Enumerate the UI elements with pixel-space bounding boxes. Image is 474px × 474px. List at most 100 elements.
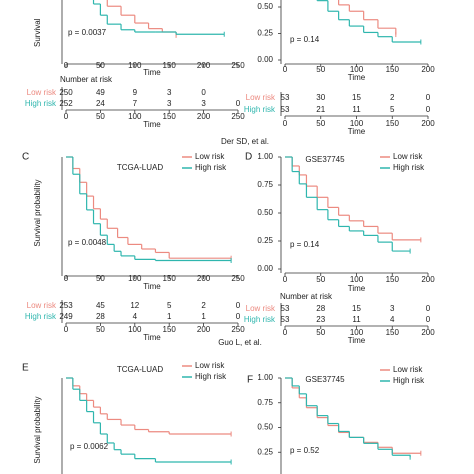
x-axis-label: Time	[348, 284, 366, 293]
risk-x-tick-label: 150	[386, 119, 400, 128]
risk-count: 0	[201, 88, 206, 97]
risk-row-name: High risk	[244, 105, 276, 114]
y-tick-label: 0.00	[257, 55, 273, 64]
risk-count: 3	[167, 99, 172, 108]
legend-label: Low risk	[195, 361, 225, 370]
risk-x-tick-label: 200	[421, 328, 435, 337]
risk-x-tick-label: 100	[350, 328, 364, 337]
y-tick-label: 0.25	[257, 447, 273, 456]
risk-count: 250	[59, 88, 73, 97]
risk-x-tick-label: 100	[350, 119, 364, 128]
risk-count: 0	[426, 315, 431, 324]
risk-x-label: Time	[143, 120, 161, 129]
risk-x-tick-label: 250	[231, 325, 245, 334]
risk-x-tick-label: 250	[231, 112, 245, 121]
risk-count: 21	[316, 105, 325, 114]
risk-x-tick-label: 0	[64, 112, 69, 121]
p-value: p = 0.14	[290, 35, 320, 44]
risk-count: 4	[390, 315, 395, 324]
panel-label: E	[22, 363, 29, 374]
p-value: p = 0.14	[290, 240, 320, 249]
risk-row-name: Low risk	[246, 93, 276, 102]
risk-count: 45	[96, 301, 105, 310]
risk-count: 2	[390, 93, 395, 102]
risk-x-label: Time	[143, 333, 161, 342]
x-tick-label: 150	[386, 65, 400, 74]
risk-row-name: Low risk	[27, 88, 57, 97]
risk-count: 15	[352, 93, 361, 102]
x-tick-label: 0	[283, 65, 288, 74]
risk-count: 11	[352, 315, 361, 324]
y-tick-label: 0.75	[257, 180, 273, 189]
risk-count: 53	[281, 315, 290, 324]
x-tick-label: 100	[350, 275, 364, 284]
risk-x-tick-label: 50	[316, 328, 325, 337]
legend-label: Low risk	[393, 365, 423, 374]
p-value: p = 0.0048	[68, 238, 107, 247]
risk-count: 0	[236, 99, 241, 108]
risk-x-tick-label: 200	[197, 112, 211, 121]
risk-count: 24	[96, 99, 105, 108]
risk-count: 23	[316, 315, 325, 324]
legend-label: Low risk	[393, 152, 423, 161]
risk-row-name: High risk	[244, 315, 276, 324]
y-axis-label: Survival probability	[33, 396, 42, 463]
x-axis-label: Time	[143, 68, 161, 77]
risk-count: 0	[426, 304, 431, 313]
legend-label: High risk	[393, 376, 425, 385]
y-tick-label: 0.75	[257, 398, 273, 407]
risk-x-tick-label: 0	[283, 119, 288, 128]
panel-label: C	[22, 152, 29, 163]
risk-row-name: Low risk	[27, 301, 57, 310]
y-tick-label: 1.00	[257, 373, 273, 382]
risk-x-tick-label: 200	[197, 325, 211, 334]
y-tick-label: 0.25	[257, 29, 273, 38]
panel-label: D	[245, 152, 252, 163]
risk-count: 0	[426, 105, 431, 114]
x-tick-label: 100	[350, 65, 364, 74]
x-tick-label: 150	[386, 275, 400, 284]
risk-x-tick-label: 150	[163, 112, 177, 121]
risk-count: 53	[281, 93, 290, 102]
x-tick-label: 0	[283, 275, 288, 284]
y-tick-label: 1.00	[257, 152, 273, 161]
risk-x-label: Time	[348, 336, 366, 345]
risk-count: 249	[59, 312, 73, 321]
risk-x-tick-label: 150	[386, 328, 400, 337]
risk-x-tick-label: 0	[64, 325, 69, 334]
risk-count: 53	[281, 105, 290, 114]
risk-row-name: High risk	[25, 99, 57, 108]
risk-row-name: Low risk	[246, 304, 276, 313]
y-tick-label: 0.50	[257, 2, 273, 11]
risk-table-title: Number at risk	[60, 75, 113, 84]
y-axis-label: Survival	[33, 18, 42, 47]
risk-count: 49	[96, 88, 105, 97]
x-tick-label: 50	[316, 275, 325, 284]
legend-label: Low risk	[195, 152, 225, 161]
x-tick-label: 200	[421, 65, 435, 74]
caption: Der SD, et al.	[221, 137, 269, 146]
risk-count: 253	[59, 301, 73, 310]
risk-x-tick-label: 0	[283, 328, 288, 337]
y-tick-label: 0.25	[257, 236, 273, 245]
risk-count: 3	[390, 304, 395, 313]
risk-count: 1	[167, 312, 172, 321]
chart-title: GSE37745	[305, 155, 345, 164]
legend-label: High risk	[393, 163, 425, 172]
risk-table-title: Number at risk	[280, 292, 333, 301]
risk-count: 9	[133, 88, 138, 97]
risk-count: 11	[352, 105, 361, 114]
risk-count: 12	[130, 301, 139, 310]
risk-count: 2	[201, 301, 206, 310]
risk-count: 5	[390, 105, 395, 114]
x-axis-label: Time	[143, 282, 161, 291]
risk-x-label: Time	[348, 127, 366, 136]
risk-x-tick-label: 50	[96, 112, 105, 121]
risk-count: 5	[167, 301, 172, 310]
x-axis-label: Time	[348, 73, 366, 82]
risk-x-tick-label: 50	[96, 325, 105, 334]
x-tick-label: 200	[421, 275, 435, 284]
x-tick-label: 50	[316, 65, 325, 74]
y-tick-label: 0.50	[257, 208, 273, 217]
